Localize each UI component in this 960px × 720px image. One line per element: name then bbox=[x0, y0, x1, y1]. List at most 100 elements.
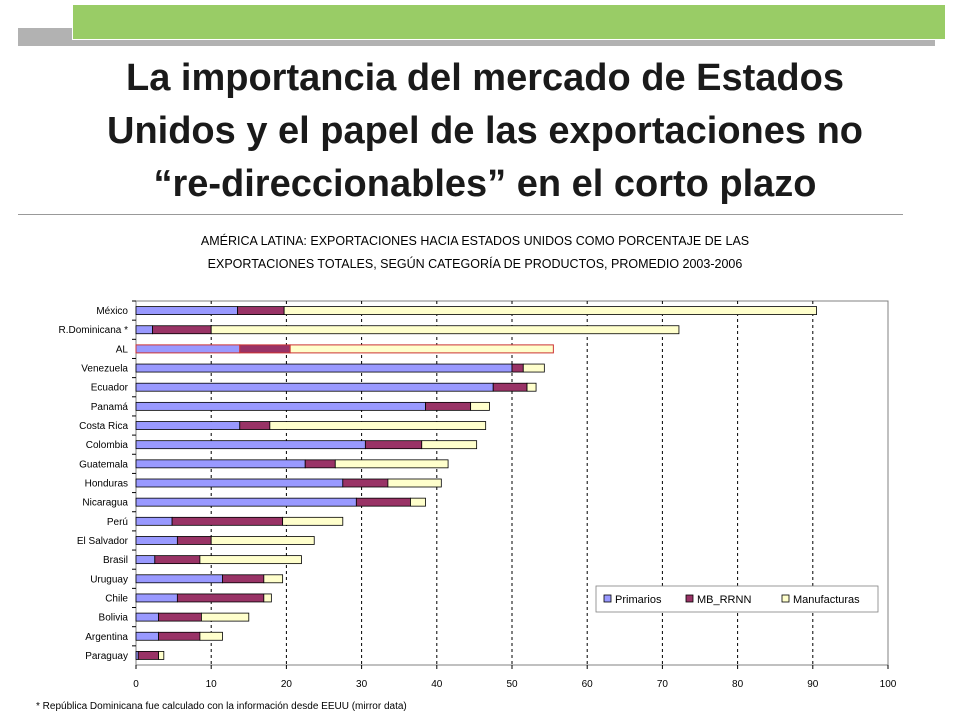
bar-mb-rrnn bbox=[425, 401, 472, 411]
category-label: Guatemala bbox=[79, 459, 128, 470]
x-tick-label: 90 bbox=[807, 679, 819, 690]
bar-manufacturas bbox=[158, 651, 165, 660]
bar-primarios bbox=[135, 440, 366, 450]
x-tick-label: 40 bbox=[431, 679, 443, 690]
bar-primarios bbox=[135, 516, 173, 526]
bar-mb-rrnn bbox=[237, 306, 285, 315]
bar-mb-rrnn bbox=[342, 478, 389, 488]
x-tick-label: 10 bbox=[206, 679, 218, 690]
x-tick-label: 20 bbox=[281, 679, 293, 690]
category-label: Uruguay bbox=[90, 574, 128, 585]
bar-manufacturas bbox=[199, 631, 223, 641]
bar-mb-rrnn bbox=[304, 459, 336, 469]
bar-primarios bbox=[135, 306, 238, 315]
bar-manufacturas bbox=[334, 459, 449, 469]
bar-manufacturas bbox=[282, 516, 344, 526]
category-label: Honduras bbox=[85, 479, 128, 490]
x-tick-label: 60 bbox=[582, 679, 594, 690]
bar-primarios bbox=[135, 631, 159, 641]
bar-manufacturas bbox=[387, 478, 442, 488]
bar-mb-rrnn bbox=[158, 612, 202, 622]
bar-mb-rrnn bbox=[364, 440, 423, 450]
legend-swatch bbox=[603, 594, 612, 603]
legend-label: Manufacturas bbox=[793, 594, 860, 606]
category-label: Costa Rica bbox=[79, 421, 128, 432]
legend-swatch bbox=[781, 594, 790, 603]
bar-primarios bbox=[135, 382, 494, 392]
chart-title-line-2: EXPORTACIONES TOTALES, SEGÚN CATEGORÍA D… bbox=[207, 257, 743, 271]
bar-primarios bbox=[135, 421, 241, 430]
bar-mb-rrnn bbox=[492, 382, 528, 392]
x-tick-label: 100 bbox=[880, 679, 897, 690]
bar-primarios bbox=[135, 612, 159, 622]
bar-primarios bbox=[135, 555, 156, 565]
category-label: Argentina bbox=[85, 632, 128, 643]
category-label: Chile bbox=[105, 593, 128, 604]
legend-label: Primarios bbox=[615, 594, 662, 606]
legend-box bbox=[595, 585, 879, 613]
bar-primarios bbox=[135, 497, 357, 507]
bar-manufacturas bbox=[410, 497, 426, 507]
bar-manufacturas bbox=[263, 574, 284, 584]
x-tick-label: 0 bbox=[133, 679, 139, 690]
footnote: * República Dominicana fue calculado con… bbox=[36, 701, 407, 712]
slide-title-line-1: La importancia del mercado de Estados bbox=[126, 57, 844, 99]
chart-title: AMÉRICA LATINA: EXPORTACIONES HACIA ESTA… bbox=[110, 230, 840, 276]
x-tick-label: 30 bbox=[356, 679, 368, 690]
bar-primarios bbox=[135, 363, 513, 373]
legend-label: MB_RRNN bbox=[697, 594, 751, 606]
bar-manufacturas bbox=[526, 382, 537, 392]
bar-manufacturas bbox=[210, 325, 680, 335]
bar-primarios bbox=[135, 536, 178, 545]
category-label: R.Dominicana * bbox=[59, 325, 129, 336]
bar-primarios bbox=[135, 593, 178, 603]
category-label: México bbox=[96, 306, 128, 317]
bar-mb-rrnn bbox=[137, 651, 159, 660]
category-label: Venezuela bbox=[81, 364, 128, 375]
bar-manufacturas bbox=[269, 421, 487, 430]
bar-manufacturas bbox=[201, 612, 250, 622]
bar-mb-rrnn bbox=[222, 574, 265, 584]
category-label: Colombia bbox=[86, 440, 129, 451]
bar-primarios bbox=[135, 344, 241, 354]
bar-primarios bbox=[135, 459, 306, 469]
bar-mb-rrnn bbox=[171, 516, 284, 526]
bar-manufacturas bbox=[210, 536, 315, 545]
bar-manufacturas bbox=[421, 440, 478, 450]
category-label: Panamá bbox=[91, 402, 129, 413]
category-label: Nicaragua bbox=[82, 498, 128, 509]
header-green-bar bbox=[72, 4, 946, 40]
category-label: El Salvador bbox=[77, 536, 129, 547]
category-label: Bolivia bbox=[99, 613, 129, 624]
bar-mb-rrnn bbox=[355, 497, 411, 507]
slide-title-line-2: Unidos y el papel de las exportaciones n… bbox=[107, 110, 863, 152]
bar-mb-rrnn bbox=[239, 344, 291, 354]
category-label: Ecuador bbox=[91, 383, 129, 394]
bar-primarios bbox=[135, 325, 153, 335]
bar-mb-rrnn bbox=[152, 325, 212, 335]
bar-mb-rrnn bbox=[154, 555, 201, 565]
title-divider bbox=[18, 214, 903, 215]
x-tick-label: 50 bbox=[506, 679, 518, 690]
bar-primarios bbox=[135, 478, 344, 488]
bar-mb-rrnn bbox=[176, 536, 212, 545]
slide-title: La importancia del mercado de Estados Un… bbox=[40, 52, 930, 211]
bar-mb-rrnn bbox=[158, 631, 201, 641]
category-label: Perú bbox=[107, 517, 128, 528]
bar-manufacturas bbox=[470, 401, 490, 411]
bar-manufacturas bbox=[289, 344, 554, 354]
bar-primarios bbox=[135, 574, 223, 584]
bar-manufacturas bbox=[522, 363, 545, 373]
category-label: AL bbox=[116, 344, 129, 355]
bar-mb-rrnn bbox=[239, 421, 271, 430]
bar-primarios bbox=[135, 401, 426, 411]
legend-swatch bbox=[685, 594, 694, 603]
chart-title-line-1: AMÉRICA LATINA: EXPORTACIONES HACIA ESTA… bbox=[200, 234, 750, 248]
bar-mb-rrnn bbox=[511, 363, 524, 373]
bar-manufacturas bbox=[199, 555, 302, 565]
slide-title-line-3: “re-direccionables” en el corto plazo bbox=[153, 163, 817, 205]
x-tick-label: 70 bbox=[657, 679, 669, 690]
x-tick-label: 80 bbox=[732, 679, 744, 690]
category-label: Brasil bbox=[103, 555, 128, 566]
